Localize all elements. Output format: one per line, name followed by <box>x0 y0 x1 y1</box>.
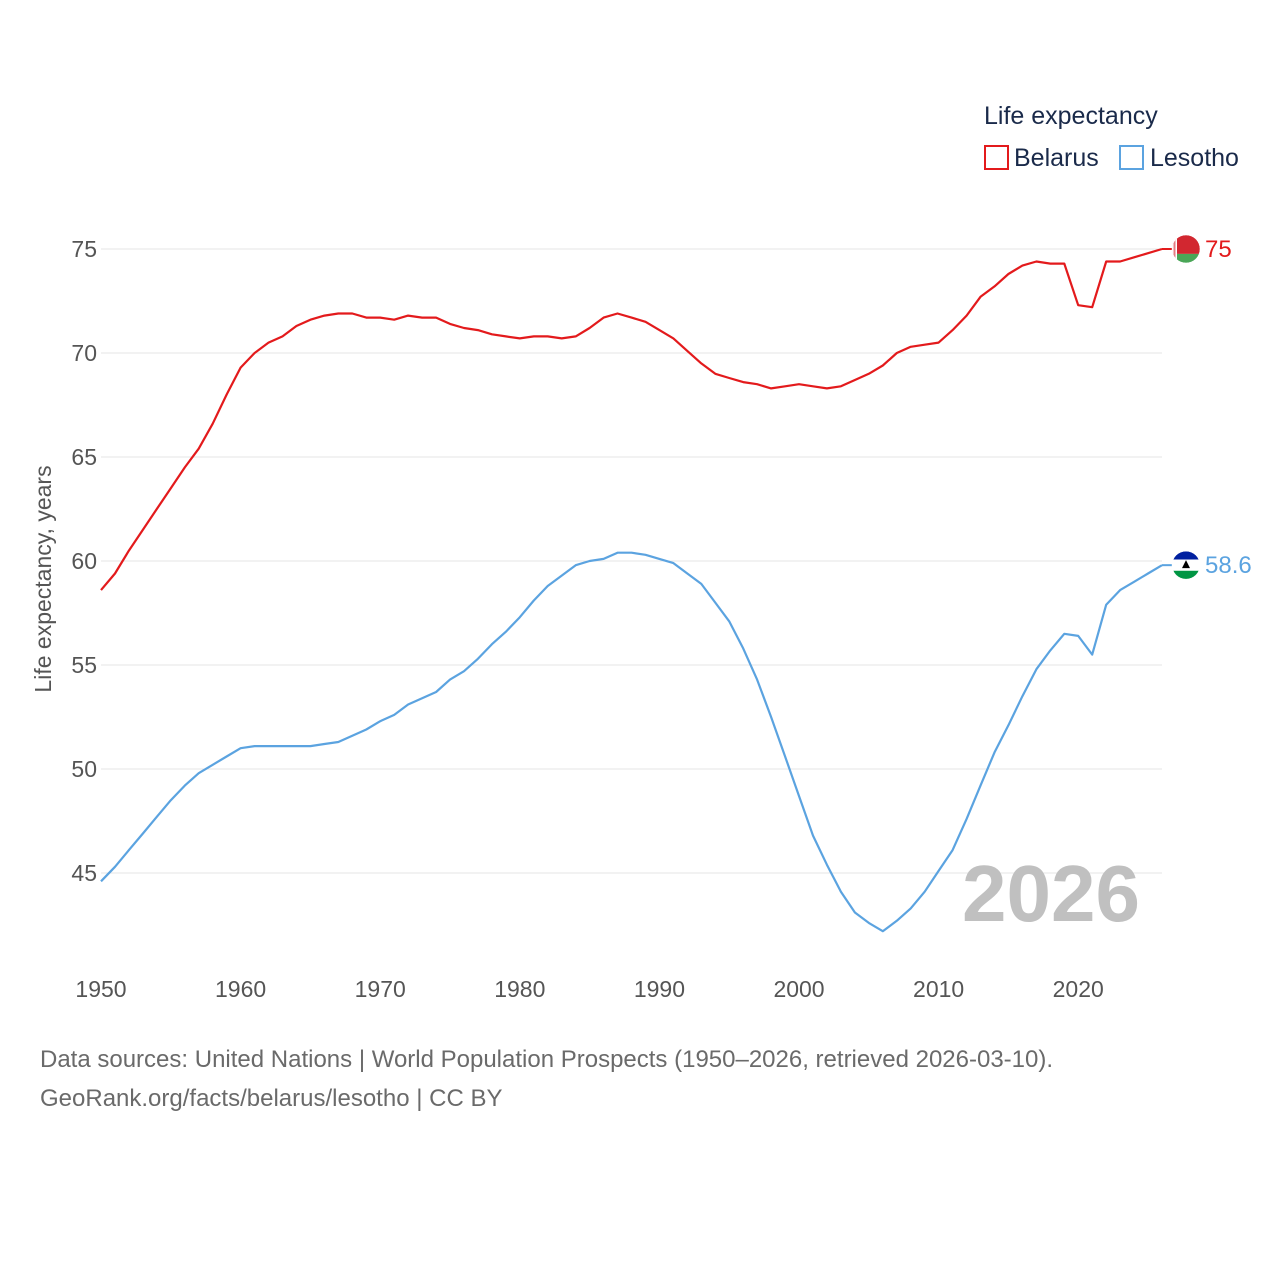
x-axis: 1950 1960 1970 1980 1990 2000 2010 2020 <box>75 976 1103 1002</box>
x-tick-label: 1970 <box>355 976 406 1002</box>
y-axis: 45 50 55 60 65 70 75 <box>71 236 97 886</box>
series-end-markers: 75 58.6 <box>1162 234 1252 580</box>
series-line-belarus[interactable] <box>100 247 1163 591</box>
series-lines <box>100 247 1163 933</box>
legend-label-belarus: Belarus <box>1014 144 1099 172</box>
y-tick-label: 55 <box>71 652 97 678</box>
series-line-lesotho[interactable] <box>100 551 1163 933</box>
legend-item-lesotho[interactable]: Lesotho <box>1119 144 1239 172</box>
footer: Data sources: United Nations | World Pop… <box>40 1040 1260 1118</box>
legend-item-belarus[interactable]: Belarus <box>984 144 1099 172</box>
attribution-link[interactable]: GeoRank.org/facts/belarus/lesotho | CC B… <box>40 1085 503 1112</box>
x-tick-label: 2010 <box>913 976 964 1002</box>
line-chart: 45 50 55 60 65 70 75 1950 1960 1970 1980 1990 2000 2… <box>30 102 1252 1002</box>
x-tick-label: 2000 <box>773 976 824 1002</box>
end-label-lesotho: 58.6 <box>1205 552 1252 579</box>
y-tick-label: 75 <box>71 236 97 262</box>
legend-swatch-lesotho <box>1119 145 1144 170</box>
x-tick-label: 1950 <box>75 976 126 1002</box>
x-tick-label: 1960 <box>215 976 266 1002</box>
x-tick-label: 1990 <box>634 976 685 1002</box>
legend-title: Life expectancy <box>984 102 1158 130</box>
y-tick-label: 65 <box>71 444 97 470</box>
legend-label-lesotho: Lesotho <box>1150 144 1239 172</box>
end-label-belarus: 75 <box>1205 236 1232 263</box>
year-watermark: 2026 <box>962 849 1140 938</box>
y-tick-label: 50 <box>71 756 97 782</box>
y-tick-label: 45 <box>71 860 97 886</box>
legend-swatch-belarus <box>984 145 1009 170</box>
belarus-flag-icon <box>1171 234 1201 264</box>
data-sources-text: Data sources: United Nations | World Pop… <box>40 1046 1054 1073</box>
lesotho-flag-icon <box>1171 550 1201 580</box>
x-tick-label: 1980 <box>494 976 545 1002</box>
legend[interactable]: Life expectancy Belarus Lesotho <box>984 102 1239 172</box>
y-tick-label: 70 <box>71 340 97 366</box>
x-tick-label: 2020 <box>1053 976 1104 1002</box>
grid-lines <box>101 248 1162 874</box>
y-tick-label: 60 <box>71 548 97 574</box>
y-axis-title: Life expectancy, years <box>30 465 56 692</box>
